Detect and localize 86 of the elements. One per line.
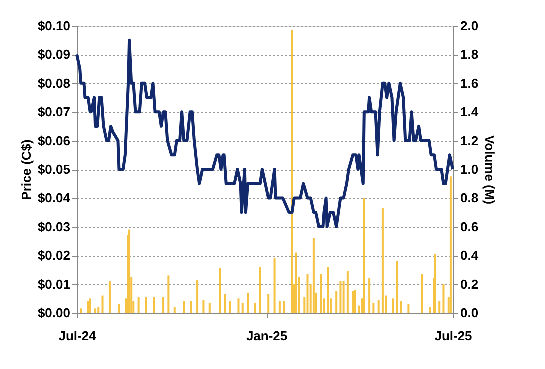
bar [208,302,211,313]
y-tick-label: $0.04 [38,190,72,206]
bar [108,281,111,313]
y2-axis-title: Volume (M) [482,135,498,205]
bar [421,274,424,313]
bar [87,302,90,313]
y2-tick-label: 0.6 [460,219,479,234]
bar [89,298,92,313]
bar [342,281,345,313]
bar [346,271,349,313]
bar [138,297,140,313]
x-tick-label: Jul-25 [434,328,472,344]
bar [183,302,186,313]
x-tick-label: Jan-25 [246,328,288,344]
bar [382,208,384,313]
y2-tick-label: 0.8 [460,190,479,206]
y-tick-label: $0.01 [38,276,70,292]
y2-tick-label: 1.0 [460,162,479,177]
y2-tick-label: 2.0 [460,18,479,34]
bar [438,302,441,313]
bar [429,307,432,313]
bar [128,230,131,313]
bar [98,307,100,313]
bar [450,176,452,313]
bar [354,290,356,313]
bar [229,302,232,313]
bar [352,291,354,313]
bar [378,300,380,313]
y-tick-label: $0.06 [38,133,70,148]
bar [291,30,294,313]
bar [434,254,436,313]
bar [174,307,176,313]
bar [242,302,244,313]
x-tick-label: Jul-24 [58,328,98,344]
bar [400,302,402,313]
line-series [76,38,454,228]
bar [219,268,222,313]
bar [196,280,199,313]
y2-tick-label: 0.4 [460,248,480,264]
bar [224,294,226,313]
bar [340,281,342,313]
bar [153,297,156,313]
y2-tick-label: 1.2 [460,133,479,148]
y-tick-label: $0.07 [38,104,70,120]
bar [80,308,82,313]
bar [168,276,170,313]
bar [392,298,394,313]
bar [368,278,371,313]
bar [238,298,240,313]
bar [306,274,309,313]
bar [259,267,262,313]
bar [247,292,250,313]
y2-tick-label: 1.4 [460,104,480,120]
bar [268,294,270,313]
y-tick-label: $0.08 [38,76,70,91]
y2-tick-label: 1.6 [460,76,479,91]
bar [145,297,148,313]
bar [396,261,398,313]
bar [274,258,276,313]
y2-tick-label: 0.2 [460,276,479,292]
bar [94,308,97,313]
bar [372,302,375,313]
bar [327,267,330,313]
bar [162,297,165,313]
bar [336,291,338,313]
bar [278,302,281,313]
bar [312,238,315,313]
y2-tick-label: 0.0 [460,306,479,320]
bar [295,252,298,313]
y-tick-label: $0.05 [38,162,70,177]
bar [118,304,120,313]
bar [442,284,445,313]
y-axis-title: Price (C$) [18,140,34,200]
bar [363,198,366,313]
bar [190,302,192,313]
y-tick-label: $0.09 [38,47,70,62]
y-tick-label: $0.00 [38,306,70,320]
y2-tick-label: 1.8 [460,47,479,62]
bar [102,296,104,313]
y-tick-label: $0.02 [38,248,70,264]
y-tick-label: $0.03 [38,219,70,234]
bar [320,274,322,313]
bar [202,300,205,313]
y-tick-label: $0.10 [38,18,70,34]
bar [408,304,410,313]
bar [283,302,286,313]
